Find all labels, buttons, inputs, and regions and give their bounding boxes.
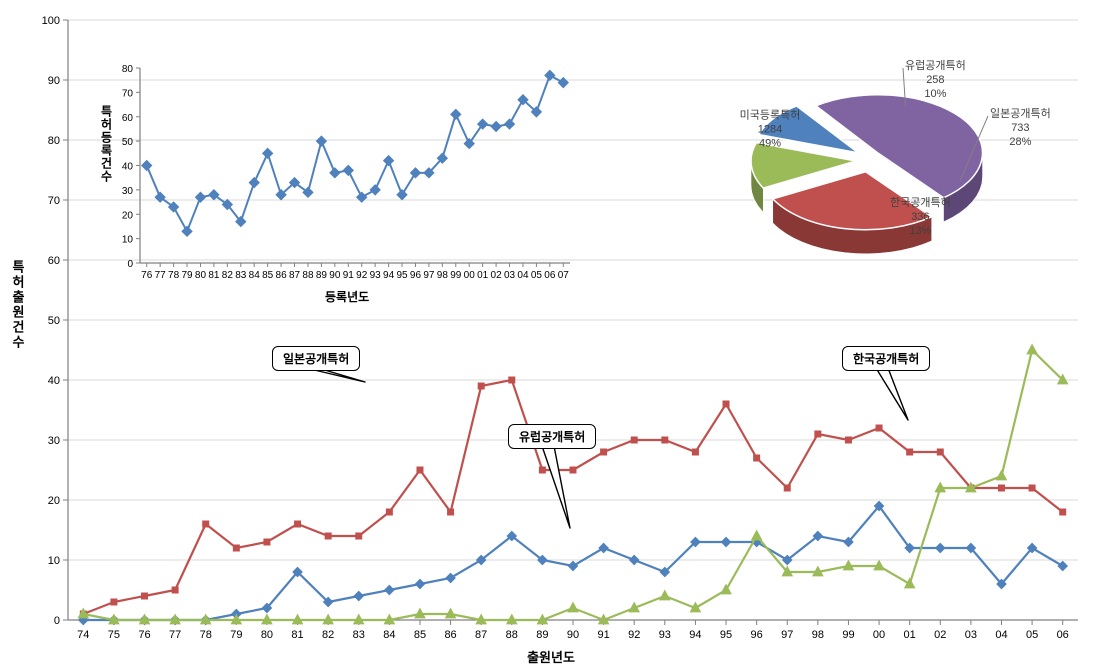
svg-text:83: 83	[353, 629, 365, 641]
svg-text:04: 04	[995, 629, 1007, 641]
pie-label-한국공개특허: 한국공개특허 336 13%	[890, 197, 951, 238]
svg-text:82: 82	[322, 629, 334, 641]
svg-text:92: 92	[628, 629, 640, 641]
svg-text:00: 00	[873, 629, 885, 641]
svg-text:77: 77	[169, 629, 181, 641]
svg-text:93: 93	[659, 629, 671, 641]
svg-text:06: 06	[1057, 629, 1069, 641]
svg-text:76: 76	[138, 629, 150, 641]
svg-text:96: 96	[751, 629, 763, 641]
svg-text:99: 99	[842, 629, 854, 641]
svg-text:0: 0	[54, 615, 60, 627]
svg-text:80: 80	[261, 629, 273, 641]
svg-text:95: 95	[720, 629, 732, 641]
pie-label-미국등록특허: 미국등록특허 1284 49%	[740, 109, 801, 150]
svg-text:97: 97	[781, 629, 793, 641]
svg-text:40: 40	[48, 375, 60, 387]
svg-text:75: 75	[108, 629, 120, 641]
svg-text:87: 87	[475, 629, 487, 641]
svg-text:02: 02	[934, 629, 946, 641]
svg-text:20: 20	[48, 495, 60, 507]
svg-text:03: 03	[965, 629, 977, 641]
svg-text:88: 88	[506, 629, 518, 641]
svg-text:78: 78	[200, 629, 212, 641]
svg-text:98: 98	[812, 629, 824, 641]
svg-text:79: 79	[230, 629, 242, 641]
svg-text:85: 85	[414, 629, 426, 641]
svg-text:86: 86	[444, 629, 456, 641]
callout-일본공개특허: 일본공개특허	[272, 346, 360, 371]
svg-text:91: 91	[597, 629, 609, 641]
svg-text:90: 90	[567, 629, 579, 641]
svg-text:10: 10	[48, 555, 60, 567]
pie-chart	[0, 0, 1102, 320]
svg-text:05: 05	[1026, 629, 1038, 641]
svg-text:30: 30	[48, 435, 60, 447]
svg-text:89: 89	[536, 629, 548, 641]
svg-text:01: 01	[904, 629, 916, 641]
svg-text:84: 84	[383, 629, 395, 641]
pie-label-유럽공개특허: 유럽공개특허 258 10%	[905, 60, 966, 101]
callout-한국공개특허: 한국공개특허	[842, 346, 930, 371]
pie-label-일본공개특허: 일본공개특허 733 28%	[990, 108, 1051, 149]
svg-text:94: 94	[689, 629, 701, 641]
svg-text:81: 81	[291, 629, 303, 641]
dashboard-root: 0102030405060708090100 74757677787980818…	[0, 0, 1102, 668]
callout-유럽공개특허: 유럽공개특허	[508, 424, 596, 449]
main-x-axis-label: 출원년도	[527, 647, 575, 666]
svg-text:74: 74	[77, 629, 89, 641]
